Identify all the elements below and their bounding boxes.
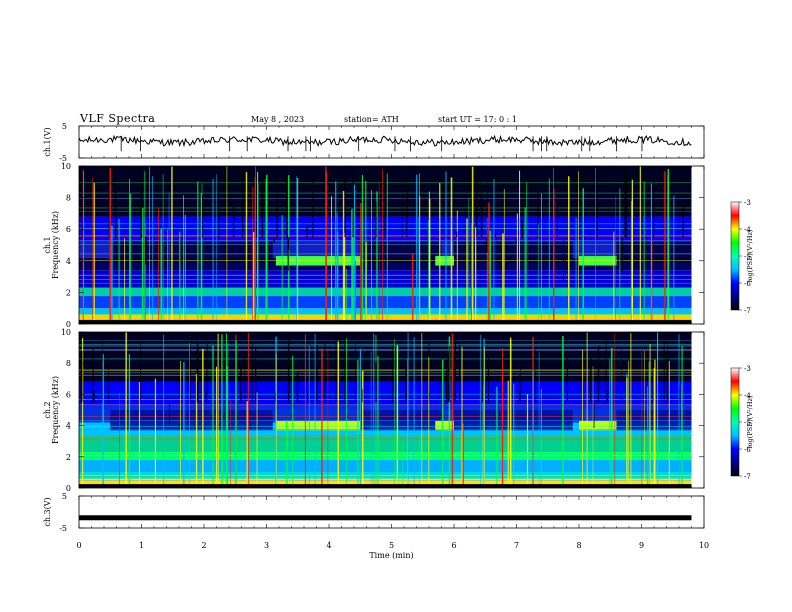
y-tick-label: 10 <box>61 162 71 171</box>
colorbar-tick-label: -5 <box>744 253 751 261</box>
colorbar-tick-label: -7 <box>744 307 751 315</box>
colorbar-label: log(PSD)(V²/Hz) <box>746 395 754 448</box>
y-tick-label: 4 <box>66 257 71 266</box>
panel-frame-1 <box>78 165 705 325</box>
y-tick-label: 2 <box>66 288 71 297</box>
y-tick-label: 6 <box>66 225 71 234</box>
y-tick-label: 2 <box>66 453 71 462</box>
y-axis-label: ch.3(V) <box>43 497 52 526</box>
colorbar-2 <box>730 367 740 477</box>
colorbar-1 <box>730 201 740 311</box>
x-tick-label: 4 <box>326 541 331 550</box>
x-tick-label: 2 <box>201 541 206 550</box>
colorbar-tick-label: -4 <box>744 392 751 400</box>
start-time-label: start UT = 17: 0 : 1 <box>438 115 517 124</box>
x-tick-label: 3 <box>264 541 269 550</box>
panel-frame-2 <box>78 331 705 489</box>
colorbar-label: log(PSD)(V²/Hz) <box>746 229 754 282</box>
date-label: May 8 , 2023 <box>251 115 305 124</box>
x-tick-label: 0 <box>76 541 81 550</box>
y-tick-label: 4 <box>66 422 71 431</box>
colorbar-tick-label: -5 <box>744 419 751 427</box>
colorbar-tick-label: -6 <box>744 446 751 454</box>
colorbar-tick-label: -4 <box>744 226 751 234</box>
station-label: station= ATH <box>344 115 399 124</box>
spectrogram-image-1 <box>79 166 704 324</box>
y-tick-label: 5 <box>62 492 67 501</box>
x-tick-label: 10 <box>699 541 709 550</box>
panel-frame-0 <box>78 125 705 159</box>
x-tick-label: 7 <box>514 541 519 550</box>
waveform-trace-3 <box>79 515 692 521</box>
y-axis-channel-label: ch.2 <box>43 401 52 418</box>
y-tick-label: 0 <box>66 320 71 329</box>
y-axis-label: ch.1(V) <box>43 127 52 156</box>
y-tick-label: 0 <box>66 484 71 493</box>
x-axis-label: Time (min) <box>369 551 413 560</box>
x-tick-label: 5 <box>389 541 394 550</box>
waveform-trace-0 <box>78 134 692 148</box>
y-axis-label: Frequency (kHz) <box>51 211 60 279</box>
y-tick-label: 5 <box>62 122 67 131</box>
x-tick-label: 6 <box>451 541 456 550</box>
x-tick-label: 9 <box>639 541 644 550</box>
colorbar-tick-label: -3 <box>744 199 751 207</box>
y-tick-label: 8 <box>66 194 71 203</box>
x-tick-label: 8 <box>576 541 581 550</box>
x-tick-label: 1 <box>139 541 144 550</box>
colorbar-tick-label: -3 <box>744 365 751 373</box>
panel-frame-3 <box>78 495 705 529</box>
figure-title: VLF Spectra <box>80 112 156 125</box>
y-axis-label: Frequency (kHz) <box>51 376 60 444</box>
spectrogram-image-2 <box>79 332 704 488</box>
colorbar-tick-label: -6 <box>744 280 751 288</box>
y-tick-label: -5 <box>59 154 67 163</box>
y-tick-label: 10 <box>61 328 71 337</box>
y-axis-channel-label: ch.1 <box>43 236 52 253</box>
y-tick-label: -5 <box>59 524 67 533</box>
y-tick-label: 8 <box>66 359 71 368</box>
colorbar-tick-label: -7 <box>744 473 751 481</box>
y-tick-label: 6 <box>66 390 71 399</box>
